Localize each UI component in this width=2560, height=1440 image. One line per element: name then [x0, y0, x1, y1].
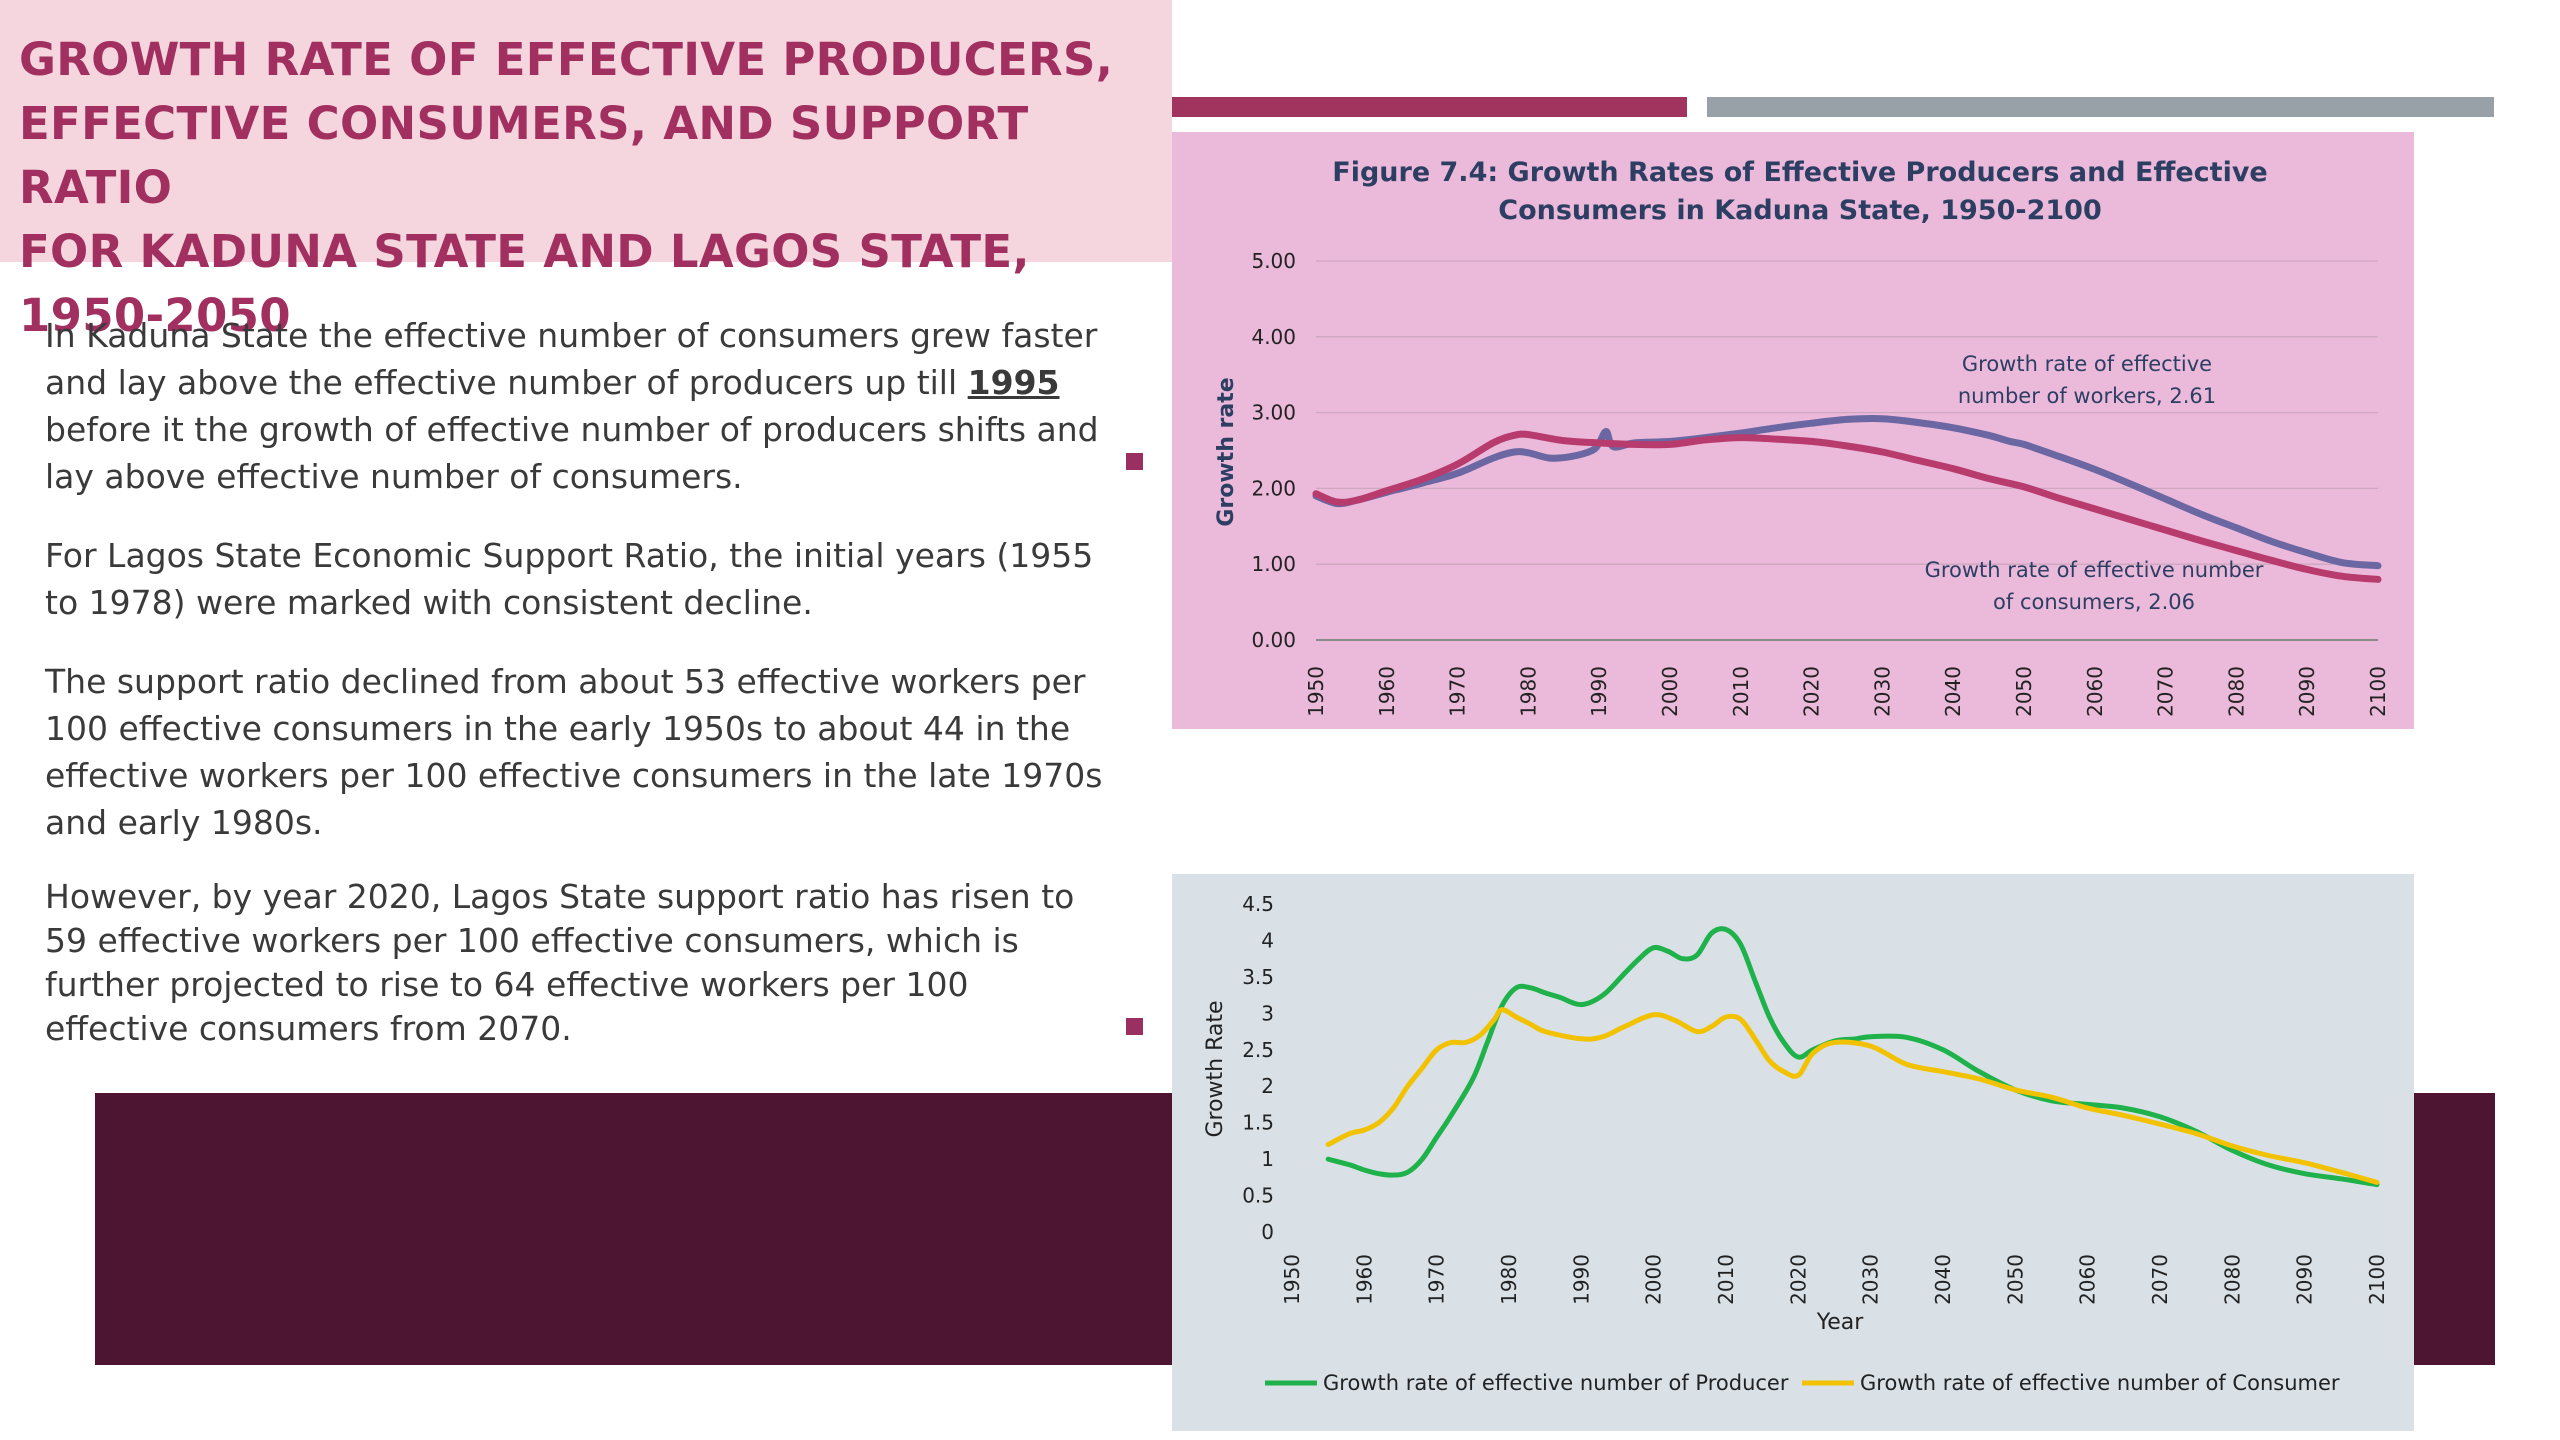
series-line-consumer — [1325, 1007, 2380, 1185]
x-tick-label: 2100 — [2365, 1254, 2389, 1305]
x-tick-label: 2030 — [1859, 1254, 1883, 1305]
y-tick-label: 1.00 — [1251, 552, 1296, 576]
y-tick-label: 0.00 — [1251, 628, 1296, 652]
x-tick-label: 1950 — [1280, 1254, 1304, 1305]
x-tick-label: 1950 — [1304, 666, 1328, 717]
x-tick-label: 2090 — [2295, 666, 2319, 717]
x-tick-label: 1980 — [1497, 1254, 1521, 1305]
slide-title-line-1: GROWTH RATE OF EFFECTIVE PRODUCERS, — [19, 33, 1114, 86]
slide-title-line-2: EFFECTIVE CONSUMERS, AND SUPPORT RATIO — [19, 97, 1029, 214]
lagos-growth-chart: 0 0.5 1 1.5 2 2.5 3 3.5 4 4.5 1950 1960 1970 1980 199… — [1203, 892, 2389, 1395]
x-tick-label: 1990 — [1587, 666, 1611, 717]
slide-title: GROWTH RATE OF EFFECTIVE PRODUCERS, EFFE… — [19, 28, 1169, 348]
x-tick-label: 2020 — [1800, 666, 1824, 717]
bullet-square-2 — [1126, 1018, 1143, 1035]
y-tick-label: 2.5 — [1242, 1038, 1274, 1062]
x-tick-label: 2010 — [1729, 666, 1753, 717]
x-tick-label: 2050 — [2003, 1254, 2027, 1305]
y-tick-label: 4 — [1261, 928, 1274, 952]
lagos-chart-panel: 0 0.5 1 1.5 2 2.5 3 3.5 4 4.5 1950 1960 1970 1980 199… — [1172, 874, 2414, 1431]
x-tick-label: 2040 — [1941, 666, 1965, 717]
x-tick-label: 2030 — [1870, 666, 1894, 717]
y-axis-label: Growth Rate — [1203, 1000, 1228, 1137]
chart-title-line-1: Figure 7.4: Growth Rates of Effective Pr… — [1332, 157, 2267, 188]
x-tick-label: 2060 — [2076, 1254, 2100, 1305]
y-axis-label: Growth rate — [1214, 377, 1239, 526]
y-tick-label: 2 — [1261, 1074, 1274, 1098]
kaduna-growth-chart: Figure 7.4: Growth Rates of Effective Pr… — [1214, 157, 2390, 717]
accent-bar-maroon — [1172, 97, 1687, 117]
x-tick-label: 2040 — [1931, 1254, 1955, 1305]
x-axis-label: Year — [1816, 1310, 1865, 1335]
y-tick-label: 5.00 — [1251, 249, 1296, 273]
y-tick-label: 4.00 — [1251, 325, 1296, 349]
series-line-producer — [1325, 926, 2380, 1188]
x-tick-label: 1990 — [1569, 1254, 1593, 1305]
paragraph-support-ratio-decline: The support ratio declined from about 53… — [45, 662, 1103, 842]
x-tick-label: 2020 — [1786, 1254, 1810, 1305]
annotation-workers-line-1: Growth rate of effective — [1962, 352, 2212, 376]
x-tick-label: 2000 — [1658, 666, 1682, 717]
series-line-workers — [1312, 415, 2382, 570]
x-tick-label: 2080 — [2224, 666, 2248, 717]
chart-title-line-2: Consumers in Kaduna State, 1950-2100 — [1498, 195, 2101, 226]
x-tick-label: 1980 — [1516, 666, 1540, 717]
highlight-year-1995: 1995 — [967, 363, 1060, 402]
x-tick-label: 1970 — [1425, 1254, 1449, 1305]
accent-bar-gray — [1707, 97, 2494, 117]
x-tick-label: 2070 — [2154, 666, 2178, 717]
legend-label: Growth rate of effective number of Produ… — [1323, 1371, 1789, 1395]
legend-label: Growth rate of effective number of Consu… — [1860, 1371, 2340, 1395]
x-tick-label: 2050 — [2012, 666, 2036, 717]
y-tick-label: 3.00 — [1251, 401, 1296, 425]
paragraph-lagos-intro: For Lagos State Economic Support Ratio, … — [45, 536, 1094, 622]
bullet-square-1 — [1126, 453, 1143, 470]
x-tick-label: 1960 — [1352, 1254, 1376, 1305]
slide-title-line-3: FOR KADUNA STATE AND LAGOS STATE, 1950-2… — [19, 225, 1030, 342]
series-line-consumers — [1312, 430, 2382, 583]
x-tick-label: 1960 — [1375, 666, 1399, 717]
x-tick-label: 1970 — [1446, 666, 1470, 717]
x-tick-label: 2000 — [1642, 1254, 1666, 1305]
x-tick-label: 2070 — [2148, 1254, 2172, 1305]
paragraph-kaduna-text-start: In Kaduna State the effective number of … — [45, 316, 1098, 402]
x-tick-label: 2010 — [1714, 1254, 1738, 1305]
x-tick-label: 2090 — [2293, 1254, 2317, 1305]
paragraph-kaduna-text-end: before it the growth of effective number… — [45, 410, 1099, 496]
y-tick-label: 3.5 — [1242, 965, 1274, 989]
annotation-consumers-line-2: of consumers, 2.06 — [1993, 590, 2195, 614]
y-tick-label: 2.00 — [1251, 476, 1296, 500]
x-tick-label: 2060 — [2083, 666, 2107, 717]
paragraph-support-ratio-rise: However, by year 2020, Lagos State suppo… — [45, 877, 1075, 1048]
annotation-consumers-line-1: Growth rate of effective number — [1925, 558, 2264, 582]
title-band — [0, 0, 1172, 262]
y-tick-label: 0 — [1261, 1220, 1274, 1244]
annotation-workers-line-2: number of workers, 2.61 — [1958, 384, 2216, 408]
x-tick-label: 2080 — [2220, 1254, 2244, 1305]
y-tick-label: 3 — [1261, 1001, 1274, 1025]
kaduna-chart-panel: Figure 7.4: Growth Rates of Effective Pr… — [1172, 132, 2414, 729]
paragraph-kaduna: In Kaduna State the effective number of … — [45, 312, 1110, 500]
y-tick-label: 4.5 — [1242, 892, 1274, 916]
y-tick-label: 1.5 — [1242, 1111, 1274, 1135]
y-tick-label: 0.5 — [1242, 1184, 1274, 1208]
x-tick-label: 2100 — [2366, 666, 2390, 717]
y-tick-label: 1 — [1261, 1147, 1274, 1171]
